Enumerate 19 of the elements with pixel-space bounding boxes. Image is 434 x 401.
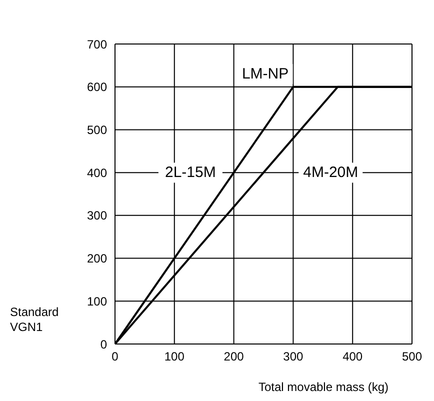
x-tick-label: 200 [224, 350, 244, 364]
annotation: LM-NP [242, 66, 289, 82]
y-tick-label: 600 [86, 80, 108, 94]
y-tick-label: 200 [86, 252, 108, 266]
y-tick-label: 400 [86, 166, 108, 180]
y-tick-label: 300 [86, 208, 108, 223]
series-label: 2L-15M [165, 164, 216, 182]
x-axis-title: Total movable mass (kg) [258, 380, 389, 394]
x-tick-label: 300 [283, 350, 304, 364]
y-tick-label: 0 [100, 337, 108, 352]
y-tick-label: 100 [86, 294, 108, 308]
x-tick-label: 100 [164, 350, 185, 364]
x-tick-label: 400 [342, 350, 363, 364]
y-tick-label: 500 [86, 122, 108, 137]
y-axis-title: Standard VGN1 [10, 305, 59, 334]
x-tick-label: 0 [112, 350, 119, 364]
series-label: 4M-20M [303, 164, 358, 182]
y-tick-label: 700 [86, 37, 108, 52]
x-tick-label: 500 [402, 350, 422, 364]
